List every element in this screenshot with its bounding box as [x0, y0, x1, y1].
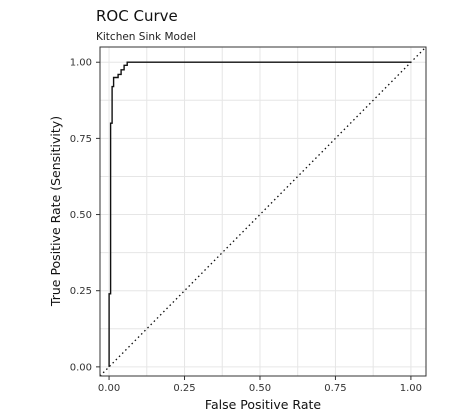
x-tick-label: 0.75 [324, 383, 346, 394]
y-tick-label: 0.25 [70, 286, 92, 297]
x-tick-label: 0.25 [173, 383, 195, 394]
ticks: 0.00 0.25 0.50 0.75 1.00 0.00 0.25 0.50 0.75 1.00 [70, 58, 422, 394]
series-layer [100, 47, 426, 376]
x-tick-label: 1.00 [400, 383, 422, 394]
x-tick-label: 0.50 [249, 383, 271, 394]
y-tick-label: 1.00 [70, 58, 92, 69]
y-axis-label: True Positive Rate (Sensitivity) [48, 116, 63, 307]
y-tick-label: 0.00 [70, 362, 92, 373]
grid [100, 47, 426, 376]
chart-subtitle: Kitchen Sink Model [96, 31, 196, 43]
reference-diagonal-line [100, 47, 426, 376]
y-tick-label: 0.50 [70, 210, 92, 221]
x-axis-label: False Positive Rate [205, 397, 321, 412]
y-tick-label: 0.75 [70, 134, 92, 145]
roc-curve-line [108, 61, 411, 367]
x-tick-label: 0.00 [98, 383, 120, 394]
plot-border [99, 46, 427, 377]
chart-title: ROC Curve [96, 7, 178, 25]
